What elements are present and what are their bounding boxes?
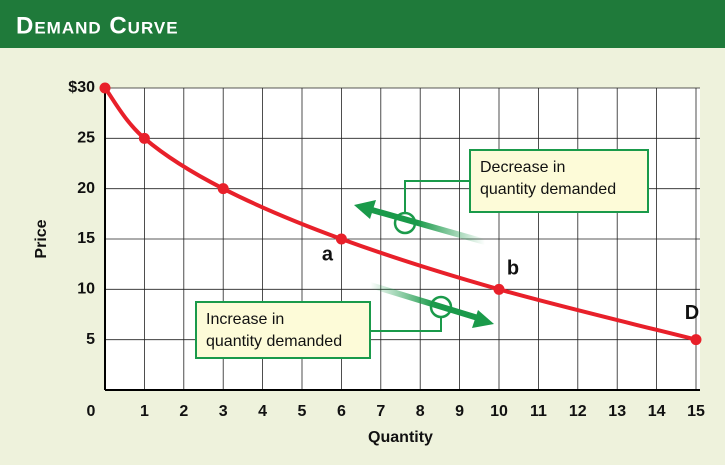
connector [370,317,442,332]
y-tick-label: $30 [68,79,95,96]
header-bar [0,0,725,48]
callout-text: quantity demanded [206,333,342,350]
arrowhead [354,200,376,219]
marker-ring [393,211,417,235]
y-tick-label: 10 [77,281,95,298]
data-point [138,132,150,144]
x-tick-label: 14 [648,403,666,420]
marker-ring [429,295,453,319]
x-tick-label: 9 [455,403,464,420]
arrowhead [472,310,494,328]
x-tick-label: 5 [298,403,307,420]
data-point [335,233,347,245]
callout-text: quantity demanded [480,181,616,198]
callout-box [469,149,649,213]
data-point [690,334,702,346]
point-label: a [322,243,334,265]
x-tick-label: 15 [687,403,705,420]
x-tick-label: 7 [376,403,385,420]
curve-label: D [685,302,699,324]
x-tick-label: 2 [179,403,188,420]
x-tick-label: 8 [416,403,425,420]
y-axis-label: Price [33,219,50,258]
data-point [99,82,111,94]
x-tick-label: 3 [219,403,228,420]
point-label: b [507,258,519,280]
y-tick-label: 20 [77,180,95,197]
x-tick-label: 4 [258,403,267,420]
x-tick-label: 11 [530,403,547,420]
x-tick-label: 12 [569,403,587,420]
callout-text: Increase in [206,311,284,328]
chart-title: Demand Curve [16,12,179,39]
x-axis-label: Quantity [368,429,433,446]
x-tick-label: 1 [140,403,149,420]
x-tick-label: 0 [87,403,96,420]
data-point [217,183,229,195]
callout-text: Decrease in [480,159,565,176]
x-tick-label: 13 [608,403,626,420]
x-tick-label: 10 [490,403,508,420]
y-tick-label: 25 [77,130,95,147]
arrow-decrease [371,207,486,245]
arrow-increase [369,282,479,321]
connector [404,180,470,214]
data-point [493,283,505,295]
y-tick-label: 15 [77,230,95,247]
callout-box [195,301,371,359]
y-tick-label: 5 [86,331,95,348]
x-tick-label: 6 [337,403,346,420]
